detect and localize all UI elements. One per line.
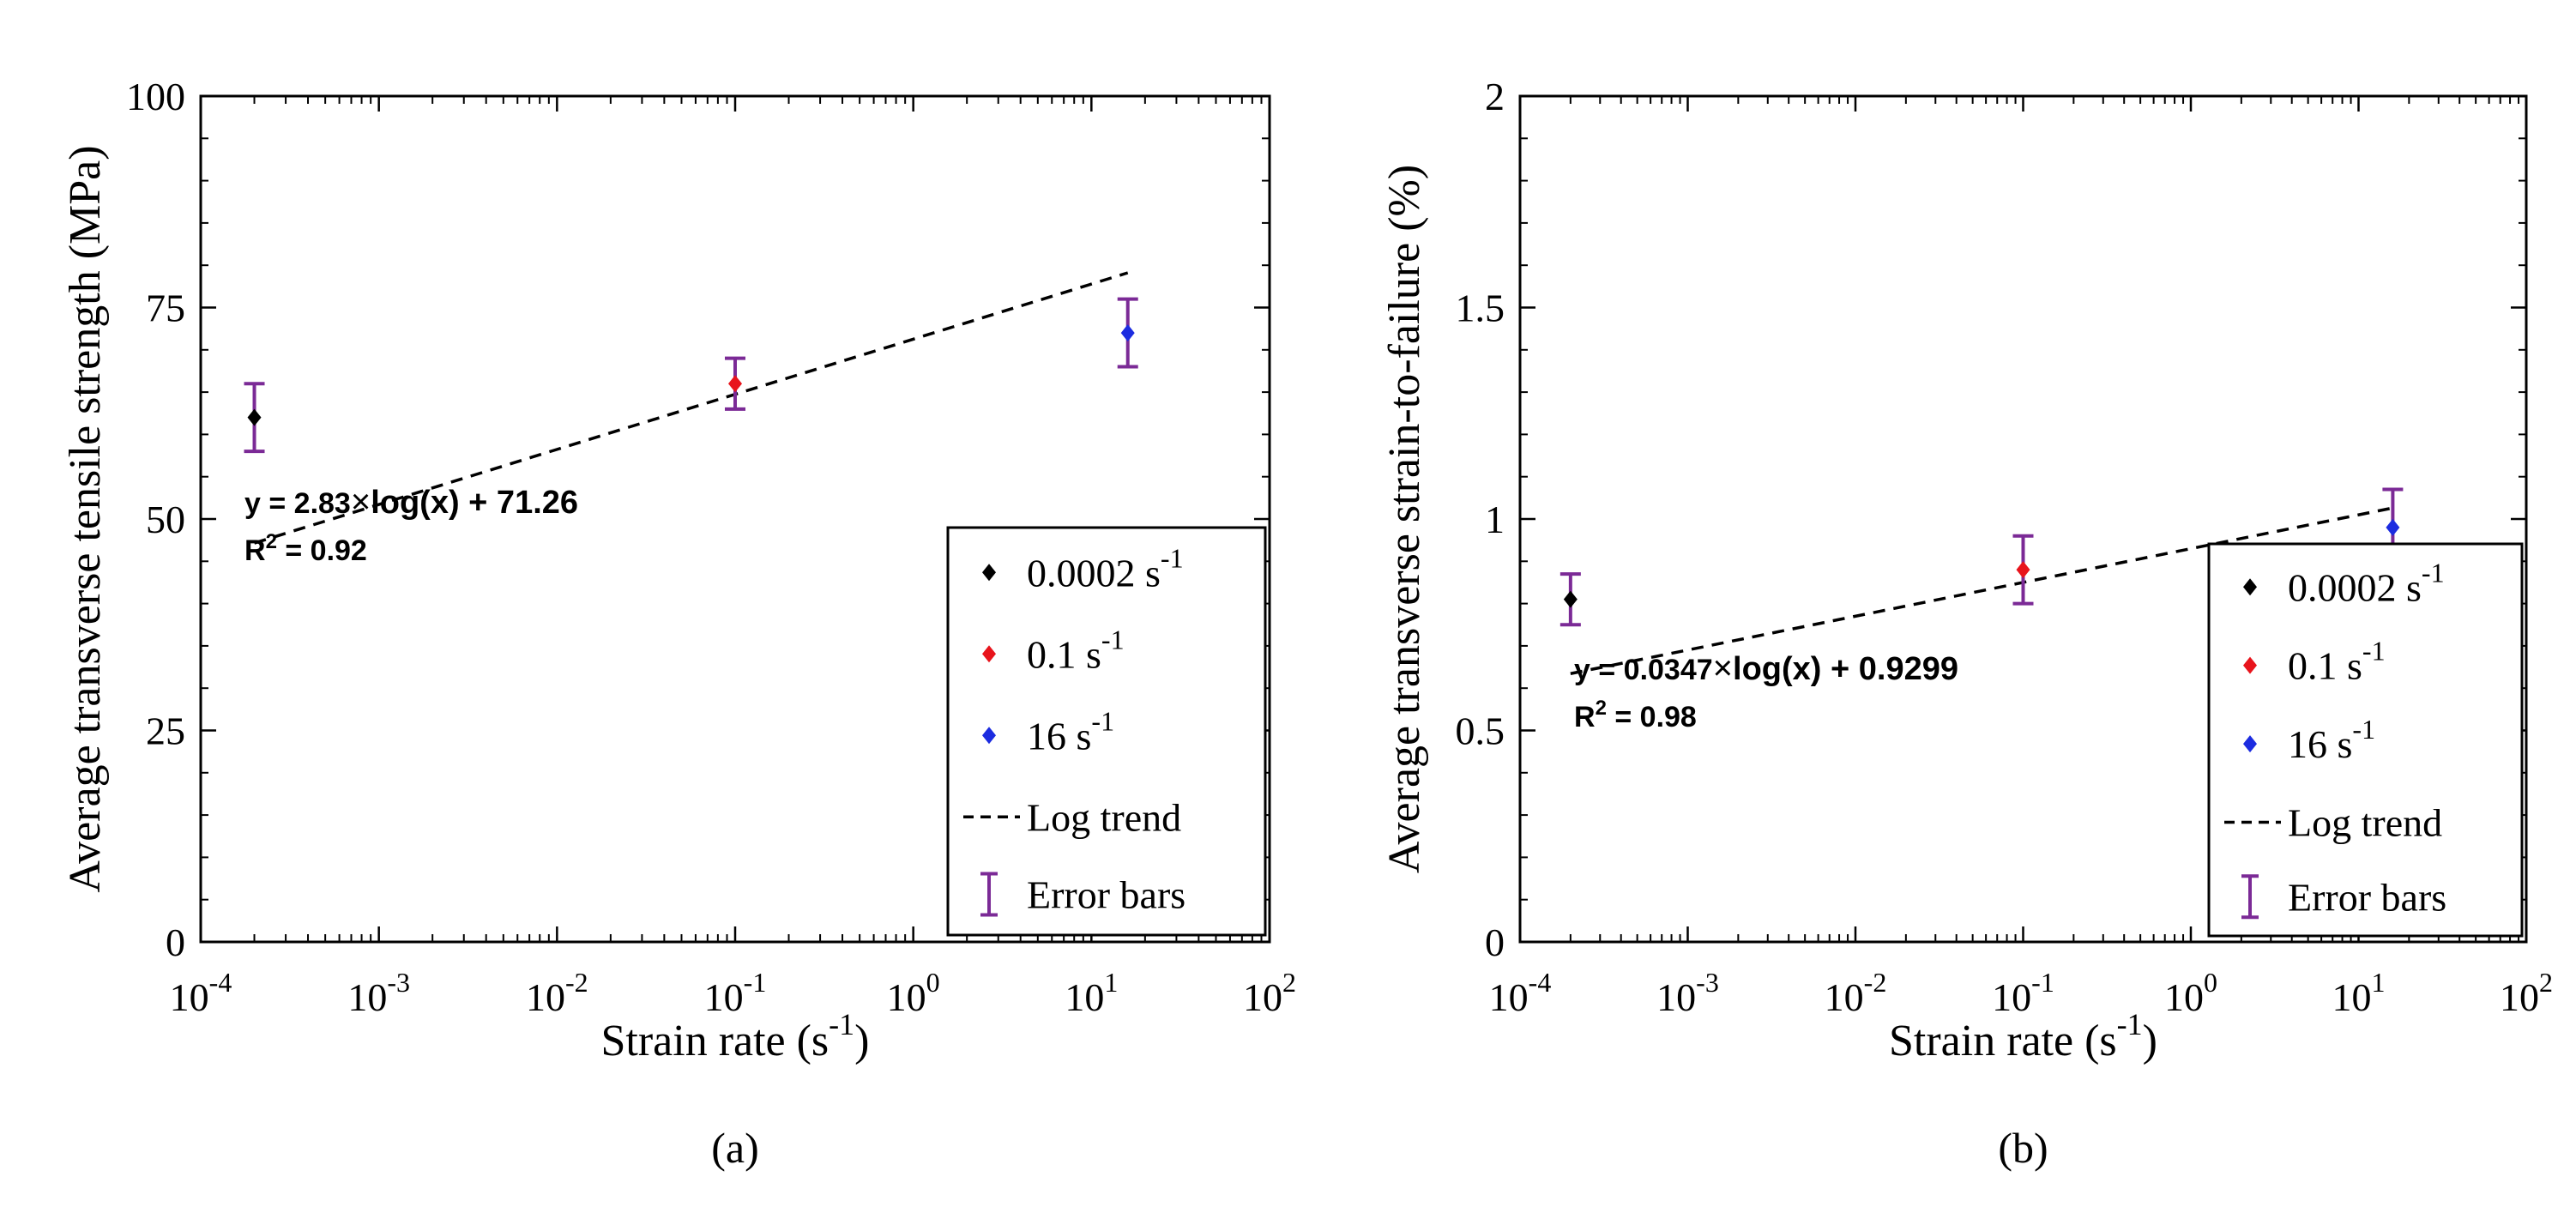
panel-label: (a) [711, 1124, 759, 1172]
legend-marker [2243, 656, 2257, 674]
legend-box [946, 526, 1267, 937]
x-tick-label: 102 [1243, 967, 1296, 1019]
y-tick-label: 0.5 [1456, 709, 1505, 753]
y-tick-label: 50 [146, 498, 185, 541]
data-point [2016, 561, 2030, 579]
data-point [728, 375, 742, 393]
x-tick-label: 101 [1065, 967, 1118, 1019]
legend-entry: 16 s-1 [1027, 705, 1114, 757]
y-tick-label: 1 [1485, 498, 1505, 541]
y-tick-label: 1.5 [1456, 287, 1505, 330]
trend-line [253, 271, 1129, 545]
y-tick-label: 0 [166, 920, 185, 964]
panel-label: (b) [1998, 1124, 2048, 1172]
chart-panel-b: 10-4 10-3 10-2 10-1 100 101 102 0 0.5 1 1.5 2 Strain… [1380, 75, 2553, 1172]
legend-marker [982, 645, 996, 663]
legend-entry: 0.1 s-1 [1027, 624, 1125, 676]
data-point [1563, 590, 1578, 608]
legend-marker [2243, 578, 2257, 596]
chart-panel-a: 10-4 10-3 10-2 10-1 100 101 102 0 25 50 75 100 Strai… [61, 75, 1296, 1172]
legend: 0.0002 s-1 0.1 s-1 16 s-1 Log trend Error ba… [946, 526, 1267, 937]
x-tick-label: 101 [2332, 967, 2386, 1019]
x-axis-label: Strain rate (s-1) [1889, 1007, 2157, 1065]
data-point [1120, 324, 1135, 342]
x-tick-label: 10-4 [170, 967, 232, 1019]
y-axis-label: Average transverse tensile strength (MPa… [61, 145, 110, 892]
x-tick-label: 102 [2500, 967, 2553, 1019]
legend-entry: 16 s-1 [2288, 714, 2375, 766]
x-tick-label: 10-4 [1489, 967, 1552, 1019]
legend-entry: 0.0002 s-1 [1027, 542, 1184, 594]
x-tick-label: 10-1 [704, 967, 767, 1019]
legend-marker [982, 727, 996, 745]
equation-label: y = 0.0347×log(x) + 0.9299 [1574, 649, 1958, 687]
r-squared-label: R2 = 0.98 [1574, 697, 1697, 733]
legend-entry: Error bars [1027, 873, 1185, 917]
x-tick-label: 10-1 [1992, 967, 2054, 1019]
legend-marker [982, 564, 996, 582]
data-point [247, 408, 262, 426]
y-tick-label: 25 [146, 709, 185, 753]
x-tick-label: 10-3 [1656, 967, 1719, 1019]
x-axis-label: Strain rate (s-1) [600, 1007, 869, 1065]
data-point [2386, 518, 2400, 536]
legend-entry: 0.1 s-1 [2288, 636, 2386, 688]
equation-label: y = 2.83×log(x) + 71.26 [244, 483, 578, 521]
legend-marker [2243, 735, 2257, 753]
legend-entry: 0.0002 s-1 [2288, 557, 2445, 609]
y-tick-label: 75 [146, 287, 185, 330]
y-tick-label: 0 [1485, 920, 1505, 964]
y-tick-label: 2 [1485, 75, 1505, 118]
legend-entry: Log trend [2288, 800, 2442, 844]
legend-entry: Log trend [1027, 795, 1181, 839]
y-tick-label: 100 [126, 75, 185, 118]
trend-line [1570, 506, 2393, 675]
legend-entry: Error bars [2288, 875, 2446, 919]
legend: 0.0002 s-1 0.1 s-1 16 s-1 Log trend Error ba… [2207, 542, 2524, 938]
r-squared-label: R2 = 0.92 [244, 530, 367, 567]
x-tick-label: 100 [887, 967, 940, 1019]
x-tick-label: 10-2 [1825, 967, 1887, 1019]
y-axis-label: Average transverse strain-to-failure (%) [1380, 165, 1429, 873]
legend-box [2207, 542, 2524, 938]
x-tick-label: 10-2 [526, 967, 588, 1019]
x-tick-label: 100 [2164, 967, 2217, 1019]
x-tick-label: 10-3 [347, 967, 410, 1019]
